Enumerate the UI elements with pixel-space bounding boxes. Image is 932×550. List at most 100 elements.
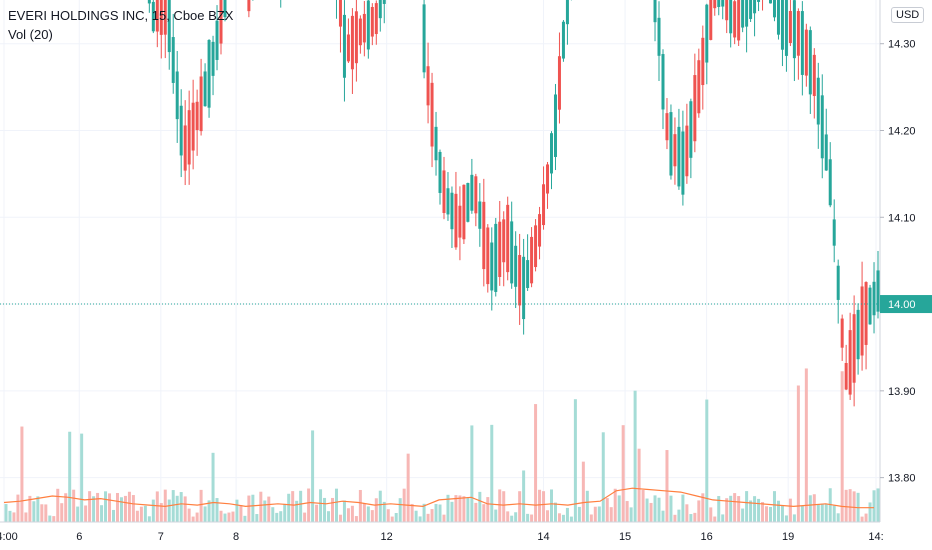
volume-bar: [482, 504, 486, 522]
volume-bar: [502, 491, 506, 522]
volume-bar: [28, 495, 32, 522]
volume-bar: [143, 505, 147, 522]
volume-bars: [4, 368, 880, 522]
candle-body: [701, 37, 705, 86]
candle-body: [430, 82, 434, 147]
volume-bar: [876, 488, 880, 522]
volume-bar: [259, 491, 263, 522]
volume-bar: [737, 496, 741, 522]
candle-body: [338, 0, 342, 27]
volume-indicator-label[interactable]: Vol (20): [8, 27, 53, 42]
volume-bar: [104, 491, 108, 522]
symbol-title[interactable]: EVERI HOLDINGS INC, 15, Cboe BZX: [8, 8, 234, 23]
volume-bar: [323, 497, 327, 522]
currency-badge[interactable]: USD: [891, 7, 925, 23]
price-tick-label: 13.80: [888, 473, 916, 485]
time-tick-label: 14: [537, 531, 549, 543]
candle-body: [450, 192, 454, 230]
volume-bar: [534, 404, 538, 522]
candle-body: [741, 0, 745, 28]
candle-body: [203, 71, 207, 107]
volume-bar: [852, 491, 856, 522]
volume-bar: [749, 500, 753, 522]
candle-body: [804, 29, 808, 76]
volume-bar: [577, 506, 581, 522]
price-axis[interactable]: 13.8013.9014.0014.1014.2014.3014.4014.50…: [879, 0, 916, 522]
volume-bar: [315, 504, 319, 522]
candle-body: [557, 56, 561, 110]
volume-bar: [641, 489, 645, 522]
candle-body: [546, 164, 550, 194]
candle-body: [486, 227, 490, 285]
volume-bar: [769, 506, 772, 522]
volume-bar: [557, 513, 561, 522]
candle-body: [167, 0, 171, 53]
volume-bar: [331, 497, 334, 522]
volume-bar: [486, 497, 490, 522]
volume-bar: [713, 516, 717, 522]
volume-bar: [40, 504, 44, 522]
last-price-tag-background: [880, 295, 932, 314]
volume-bar: [510, 515, 514, 522]
candle-body: [673, 134, 677, 167]
candle-body: [502, 219, 506, 263]
volume-bar: [24, 512, 28, 522]
volume-bar: [542, 491, 546, 522]
candle-body: [693, 75, 697, 142]
grid-lines: [0, 0, 880, 522]
volume-bar: [605, 498, 609, 522]
volume-bar: [522, 470, 526, 522]
volume-bar: [394, 513, 398, 522]
volume-bar: [430, 509, 434, 522]
volume-bar: [426, 513, 430, 522]
candle-body: [697, 60, 701, 114]
volume-bar: [494, 509, 498, 522]
candle-body: [211, 41, 215, 76]
candle-body: [470, 174, 474, 211]
volume-bar: [657, 497, 661, 522]
candle-body: [681, 131, 685, 195]
candle-body: [553, 94, 557, 157]
volume-bar: [334, 488, 338, 522]
candle-body: [514, 245, 518, 287]
candle-body: [370, 6, 374, 37]
candle-body: [362, 13, 366, 43]
time-tick-label: 15: [619, 531, 631, 543]
candle-body: [530, 236, 534, 284]
volume-bar: [72, 489, 76, 522]
candle-body: [219, 0, 223, 44]
candle-body: [179, 105, 183, 156]
candle-body: [860, 286, 864, 356]
candle-body: [195, 101, 199, 131]
volume-bar: [872, 490, 876, 522]
volume-bar: [677, 509, 681, 522]
volume-bar: [729, 495, 733, 522]
volume-bar: [211, 452, 215, 522]
candle-body: [191, 102, 195, 151]
volume-bar: [390, 516, 394, 522]
candle-body: [868, 287, 872, 325]
volume-bar: [653, 495, 657, 522]
time-axis[interactable]: 14:00 6 7 8 12 14 15 16 19 14:: [0, 521, 884, 543]
volume-bar: [741, 508, 745, 522]
volume-bar: [96, 492, 100, 522]
volume-bar: [362, 503, 366, 522]
candle-body: [852, 314, 856, 383]
time-tick-label: 14:: [868, 531, 883, 543]
volume-bar: [796, 385, 800, 522]
price-candles: [147, 0, 880, 407]
volume-bar: [36, 496, 40, 522]
volume-bar: [187, 508, 191, 522]
volume-bar: [291, 491, 295, 522]
volume-bar: [267, 496, 271, 522]
volume-bar: [64, 493, 68, 522]
volume-bar: [191, 516, 195, 522]
candle-body: [796, 11, 800, 56]
volume-bar: [195, 512, 199, 522]
candle-body: [788, 11, 792, 44]
candle-body: [733, 1, 737, 38]
volume-bar: [693, 512, 697, 522]
volume-bar: [466, 498, 470, 522]
volume-bar: [745, 491, 749, 522]
